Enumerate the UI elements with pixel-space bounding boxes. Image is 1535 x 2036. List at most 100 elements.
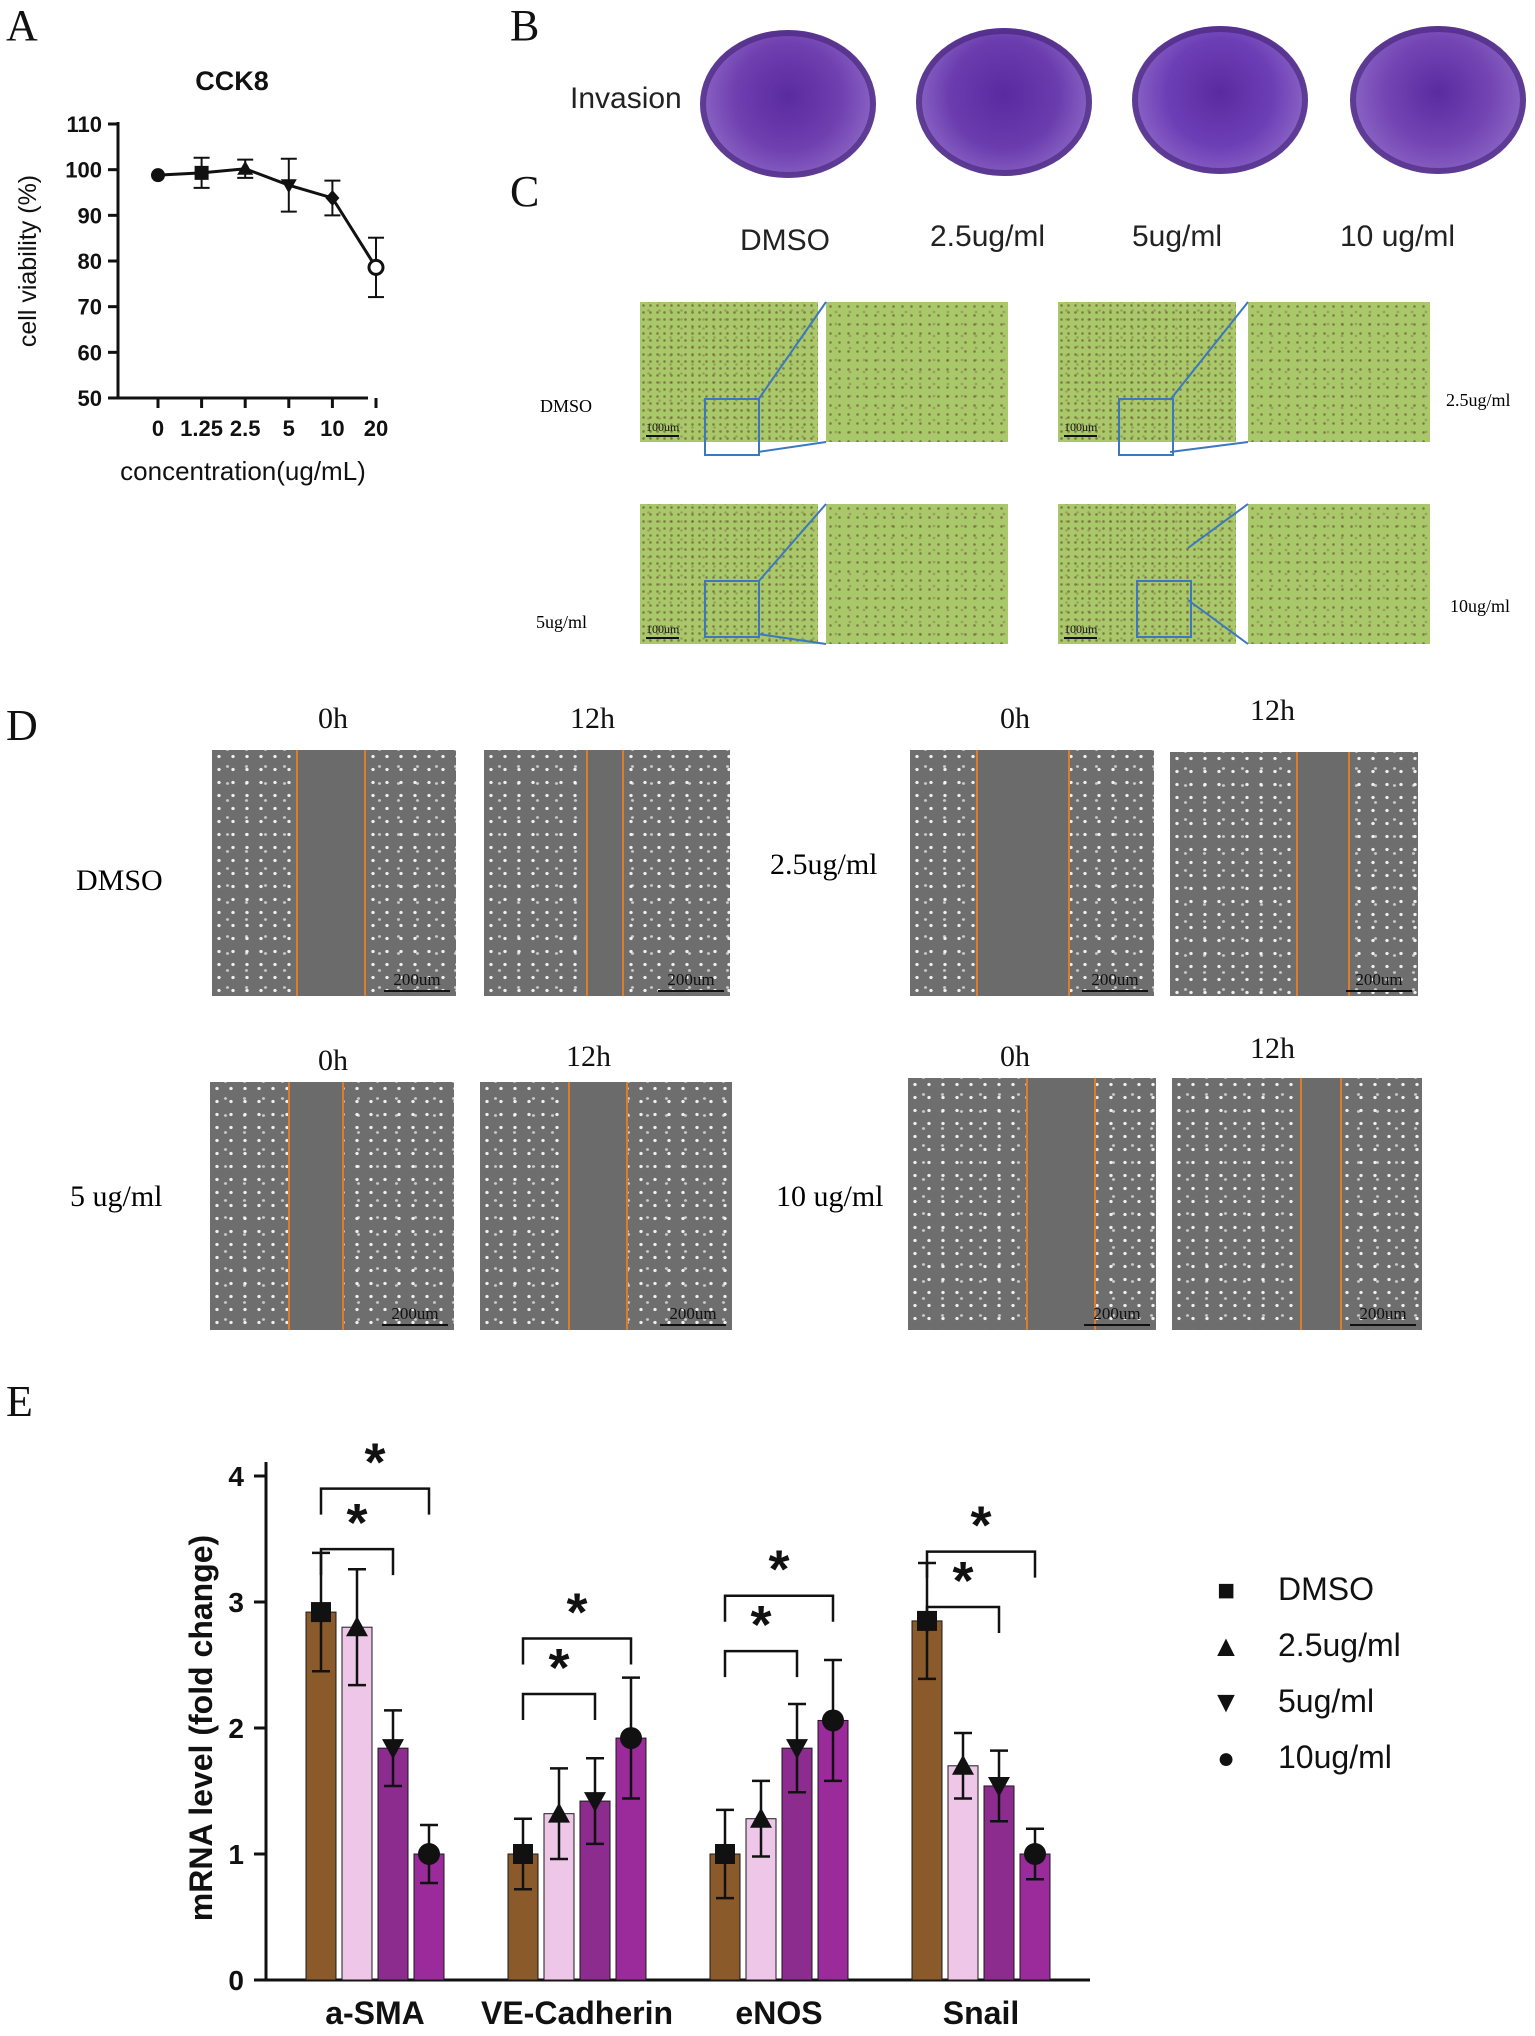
cck8-x-tick-label: 1.25 <box>180 416 223 441</box>
significance-star: * <box>768 1540 789 1600</box>
scratch-gap <box>976 750 1070 996</box>
legend-marker: ■ <box>1217 1574 1235 1607</box>
significance-star: * <box>970 1496 991 1556</box>
significance-bracket <box>723 1649 799 1678</box>
scratch-gap <box>296 750 366 996</box>
mrna-bar-marker <box>548 1802 570 1823</box>
time-label: 12h <box>570 702 615 735</box>
cck8-y-tick-label: 60 <box>78 340 102 365</box>
mrna-bar-marker <box>620 1727 642 1750</box>
panel-c-col-dmso: DMSO <box>740 224 830 257</box>
micrograph-zoom <box>826 302 1008 442</box>
cck8-point <box>280 179 297 194</box>
significance-star: * <box>548 1638 569 1698</box>
cck8-x-tick-label: 0 <box>152 416 164 441</box>
legend-label: 5ug/ml <box>1278 1683 1374 1719</box>
time-label: 0h <box>318 1044 348 1077</box>
significance-bracket <box>723 1594 835 1622</box>
significance-bracket <box>925 1550 1037 1578</box>
mrna-bar-marker <box>750 1807 772 1828</box>
scratch-micrograph <box>1170 752 1418 996</box>
zoom-region-box <box>704 580 760 638</box>
scratch-gap <box>288 1082 344 1330</box>
cck8-x-tick-label: 5 <box>283 416 295 441</box>
panel-e-label: E <box>6 1377 33 1426</box>
mrna-y-tick-label: 0 <box>228 1965 244 1996</box>
mrna-category-label: a-SMA <box>325 1995 425 2031</box>
mrna-y-tick-label: 2 <box>228 1713 244 1744</box>
scale-bar: 100um <box>1064 622 1098 639</box>
significance-star: * <box>952 1551 973 1611</box>
panel-c-row-5: 5ug/ml <box>536 612 588 632</box>
mrna-bar <box>305 1611 337 1981</box>
time-label: 0h <box>1000 1040 1030 1073</box>
zoom-connector <box>757 441 827 453</box>
legend-marker: ▲ <box>1211 1630 1241 1663</box>
mrna-bar-marker <box>1024 1843 1046 1865</box>
legend-marker: ● <box>1217 1742 1235 1775</box>
cck8-x-tick-label: 2.5 <box>230 416 261 441</box>
cck8-y-tick-label: 80 <box>78 249 102 274</box>
mrna-bar-marker <box>952 1754 974 1775</box>
panel-d-label: D <box>6 701 38 750</box>
significance-star: * <box>750 1595 771 1655</box>
scratch-gap <box>1300 1078 1342 1330</box>
scale-bar: 200um <box>660 1304 726 1326</box>
cck8-x-axis-label: concentration(ug/mL) <box>120 456 366 486</box>
mrna-chart: 0 1 2 3 4 mRNA level (fold change) a-SMA VE-Cad… <box>183 1433 1401 2031</box>
cck8-y-tick-label: 100 <box>65 158 102 183</box>
significance-bracket <box>521 1637 633 1665</box>
scale-bar: 200um <box>658 970 724 992</box>
mrna-category-label: VE-Cadherin <box>481 1995 673 2031</box>
cck8-y-tick-label: 50 <box>78 386 102 411</box>
mrna-bar-marker <box>584 1792 606 1813</box>
invasion-label: Invasion <box>570 82 682 115</box>
mrna-bar-marker <box>513 1844 533 1864</box>
panel-d-row-2-5: 2.5ug/ml <box>770 848 878 881</box>
micrograph-overview <box>640 302 818 442</box>
micrograph-zoom <box>1248 302 1430 442</box>
cck8-point <box>367 258 385 276</box>
micrograph-overview <box>1058 504 1236 644</box>
cck8-y-tick-label: 90 <box>78 203 102 228</box>
scale-bar: 200um <box>1350 1304 1416 1326</box>
zoom-region-box <box>704 398 760 456</box>
legend-label: 10ug/ml <box>1278 1739 1392 1775</box>
scale-bar: 100um <box>1064 420 1098 437</box>
scratch-gap <box>568 1082 628 1330</box>
panel-d-row-10: 10 ug/ml <box>776 1180 884 1213</box>
cck8-point <box>194 165 209 180</box>
time-label: 12h <box>1250 694 1295 727</box>
mrna-category-label: eNOS <box>735 1995 822 2031</box>
panel-c-row-10: 10ug/ml <box>1450 596 1511 616</box>
scale-bar: 200um <box>1346 970 1412 992</box>
significance-star: * <box>346 1493 367 1553</box>
legend-label: 2.5ug/ml <box>1278 1627 1401 1663</box>
panel-c-col-10: 10 ug/ml <box>1340 220 1456 253</box>
significance-star: * <box>566 1583 587 1643</box>
panel-c-label: C <box>510 167 540 216</box>
cck8-point <box>237 160 254 175</box>
cck8-title: CCK8 <box>195 66 269 96</box>
scale-bar: 200um <box>1082 970 1148 992</box>
significance-bracket <box>319 1487 431 1515</box>
scratch-micrograph <box>1172 1078 1422 1330</box>
mrna-bar-marker <box>988 1776 1010 1797</box>
scratch-gap <box>586 750 624 996</box>
mrna-y-axis-label: mRNA level (fold change) <box>183 1535 219 1921</box>
cck8-series-line <box>157 167 378 269</box>
mrna-bar-marker <box>311 1602 331 1623</box>
significance-star: * <box>364 1433 385 1493</box>
mrna-y-tick-label: 3 <box>228 1587 244 1618</box>
significance-bracket <box>521 1692 597 1720</box>
mrna-category-label: Snail <box>943 1995 1019 2031</box>
scale-bar: 200um <box>384 970 450 992</box>
mrna-bar <box>947 1765 979 1981</box>
micrograph-zoom <box>1248 504 1430 644</box>
panel-c-col-2-5: 2.5ug/ml <box>930 220 1046 253</box>
invasion-well <box>1350 26 1526 174</box>
invasion-well <box>1132 26 1308 174</box>
panel-b-label: B <box>510 1 540 50</box>
cck8-y-tick-label: 110 <box>67 112 103 137</box>
cck8-chart: CCK8 50 60 70 80 90 100 110 0 1.25 2.5 5 10 20 concent… <box>14 66 388 486</box>
